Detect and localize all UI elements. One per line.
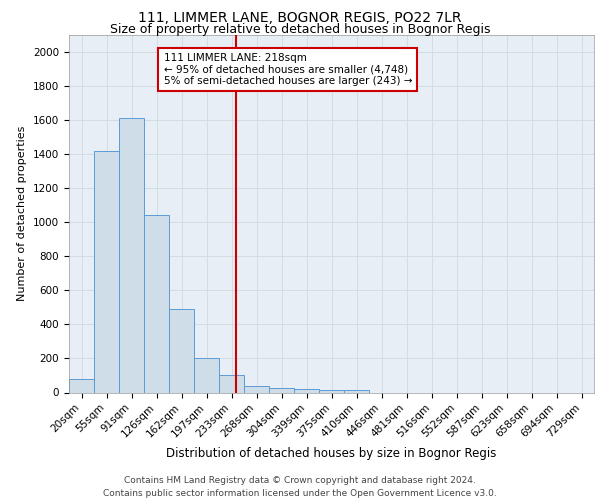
Bar	[269, 388, 294, 392]
Text: 111, LIMMER LANE, BOGNOR REGIS, PO22 7LR: 111, LIMMER LANE, BOGNOR REGIS, PO22 7LR	[138, 12, 462, 26]
Bar	[344, 390, 369, 392]
Bar	[94, 151, 119, 392]
Text: Contains HM Land Registry data © Crown copyright and database right 2024.
Contai: Contains HM Land Registry data © Crown c…	[103, 476, 497, 498]
Bar	[219, 376, 244, 392]
Bar	[319, 390, 344, 392]
Bar	[119, 118, 144, 392]
Bar	[169, 309, 194, 392]
X-axis label: Distribution of detached houses by size in Bognor Regis: Distribution of detached houses by size …	[166, 448, 497, 460]
Y-axis label: Number of detached properties: Number of detached properties	[17, 126, 28, 302]
Bar	[294, 389, 319, 392]
Bar	[69, 379, 94, 392]
Bar	[144, 214, 169, 392]
Bar	[194, 358, 219, 392]
Bar	[244, 386, 269, 392]
Text: Size of property relative to detached houses in Bognor Regis: Size of property relative to detached ho…	[110, 22, 490, 36]
Text: 111 LIMMER LANE: 218sqm
← 95% of detached houses are smaller (4,748)
5% of semi-: 111 LIMMER LANE: 218sqm ← 95% of detache…	[163, 53, 412, 86]
